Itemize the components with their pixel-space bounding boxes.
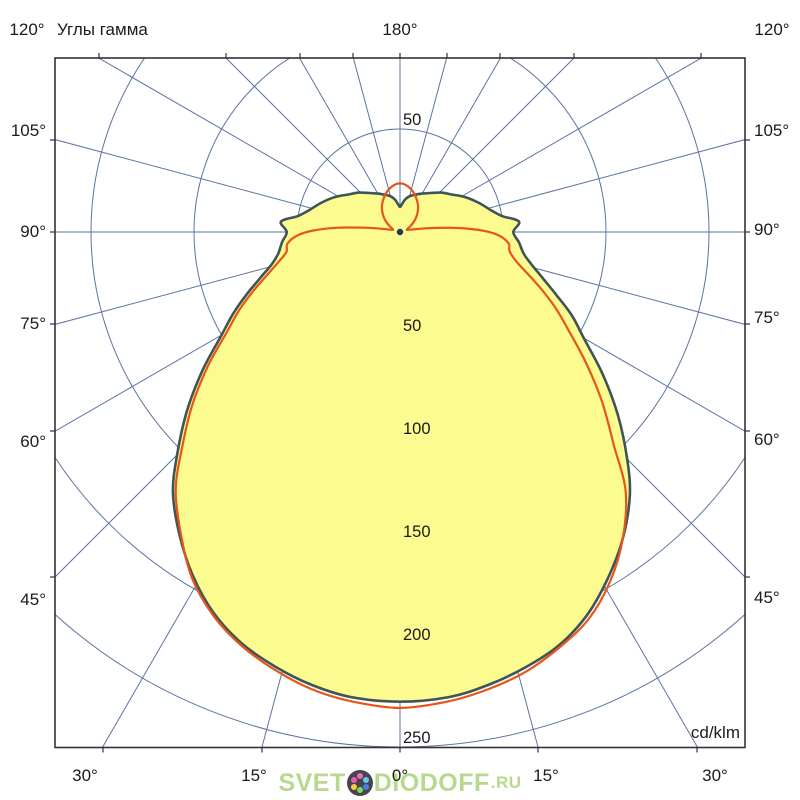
gamma-ray [399,58,575,233]
gamma-label-left-75: 75° [20,314,46,333]
gamma-label-top-right: 120° [754,20,790,39]
radial-tick-label: 150 [403,523,431,541]
watermark-text-diodoff: DIODOFF [373,769,490,797]
gamma-ray [399,58,502,233]
gamma-ray [399,58,703,233]
watermark-text-ru: .RU [490,773,522,792]
gamma-label-right-75: 75° [754,308,780,327]
intensity-curve-blue [171,191,632,703]
gamma-ray [55,139,401,233]
gamma-label-bottom-15r: 15° [533,766,559,785]
gamma-label-left-60: 60° [20,432,46,451]
radial-tick-label: 250 [403,729,431,747]
watermark: SVET DIODOFF .RU [0,770,800,796]
watermark-logo-dot [362,776,369,783]
gamma-label-right-90: 90° [754,220,780,239]
intensity-curve-red [174,182,628,709]
gamma-ray [97,58,401,233]
units-label: cd/klm [690,723,740,742]
watermark-logo-dot [350,783,357,790]
gamma-label-bottom-0: 0° [391,766,409,785]
gamma-label-left-90: 90° [20,222,46,241]
radial-tick-label: 50 [403,111,421,129]
gamma-ray [352,58,401,233]
gamma-label-bottom-30l: 30° [72,766,98,785]
gamma-ray [399,58,448,233]
polar-origin-dot [396,228,404,236]
gamma-label-top-center: 180° [382,20,418,39]
gamma-label-right-105: 105° [754,121,790,140]
gamma-ray [225,58,401,233]
watermark-color-dots-logo [346,770,373,796]
gamma-label-bottom-30r: 30° [702,766,728,785]
gamma-label-left-45: 45° [20,590,46,609]
radial-tick-label: 100 [403,420,431,438]
gamma-label-right-45: 45° [754,588,780,607]
chart-title: Углы гамма [57,20,148,39]
watermark-logo-dot [362,783,369,790]
gamma-label-left-105: 105° [10,121,46,140]
watermark-text-svet: SVET [278,769,346,797]
gamma-ray [298,58,401,233]
watermark-logo-dot [356,787,363,793]
border-ticks [50,53,750,753]
gamma-label-right-60: 60° [754,430,780,449]
gamma-label-bottom-15l: 15° [241,766,267,785]
radial-tick-label: 200 [403,626,431,644]
watermark-logo-dot [356,773,363,779]
gamma-label-top-left: 120° [9,20,45,39]
radial-tick-label: 50 [403,317,421,335]
gamma-ray [399,139,745,233]
watermark-logo-dot [350,776,357,783]
